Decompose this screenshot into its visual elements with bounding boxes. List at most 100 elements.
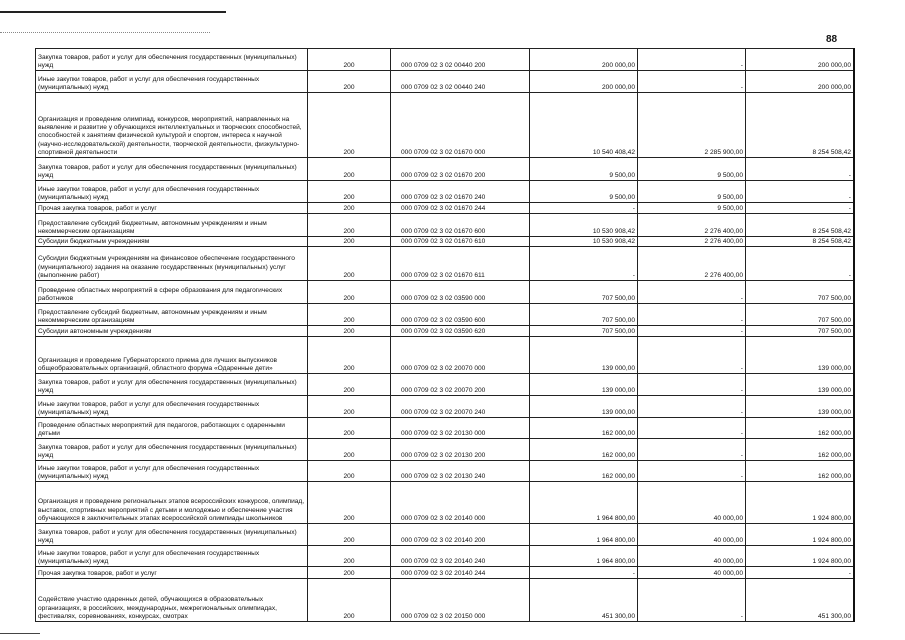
row-amount-2: -: [637, 373, 746, 396]
table-row: Иные закупки товаров, работ и услуг для …: [35, 70, 855, 93]
row-description: Субсидии бюджетным учреждениям на финанс…: [35, 246, 308, 281]
budget-table-body: Закупка товаров, работ и услуг для обесп…: [35, 48, 855, 622]
table-row: Субсидии автономным учреждениям 200 000 07…: [35, 325, 855, 337]
row-description: Организация и проведение олимпиад, конку…: [35, 92, 308, 158]
row-amount-3: 139 000,00: [745, 336, 855, 374]
row-description: Иные закупки товаров, работ и услуг для …: [35, 545, 308, 567]
row-amount-2: 9 500,00: [637, 202, 746, 214]
row-amount-1: 200 000,00: [529, 70, 638, 93]
row-amount-3: 1 924 800,00: [745, 481, 855, 524]
row-amount-3: 139 000,00: [745, 373, 855, 396]
row-description: Иные закупки товаров, работ и услуг для …: [35, 70, 308, 93]
row-column-2: 200: [307, 202, 391, 214]
table-row: Предоставление субсидий бюджетным, автон…: [35, 213, 855, 237]
row-amount-3: 162 000,00: [745, 438, 855, 461]
row-amount-3: -: [745, 566, 855, 579]
row-amount-3: 1 924 800,00: [745, 545, 855, 567]
row-column-2: 200: [307, 303, 391, 326]
row-budget-code: 000 0709 02 3 02 20140 240: [390, 545, 530, 567]
row-description: Закупка товаров, работ и услуг для обесп…: [35, 523, 308, 546]
row-amount-3: 200 000,00: [745, 70, 855, 93]
row-description: Субсидии бюджетным учреждениям: [35, 236, 308, 247]
row-budget-code: 000 0709 02 3 02 01670 610: [390, 236, 530, 247]
row-amount-2: 40 000,00: [637, 523, 746, 546]
row-column-2: 200: [307, 481, 391, 524]
row-amount-3: 8 254 508,42: [745, 92, 855, 158]
table-row: Иные закупки товаров, работ и услуг для …: [35, 460, 855, 482]
table-row: Содействие участию одаренных детей, обуч…: [35, 578, 855, 622]
table-row: Иные закупки товаров, работ и услуг для …: [35, 545, 855, 567]
table-row: Закупка товаров, работ и услуг для обесп…: [35, 373, 855, 396]
row-amount-3: 451 300,00: [745, 578, 855, 622]
table-row: Проведение областных мероприятий для пед…: [35, 417, 855, 439]
row-amount-1: 10 540 408,42: [529, 92, 638, 158]
table-row: Иные закупки товаров, работ и услуг для …: [35, 395, 855, 418]
row-amount-3: -: [745, 180, 855, 203]
table-row: Проведение областных мероприятий в сфере…: [35, 280, 855, 304]
row-amount-2: -: [637, 395, 746, 418]
row-amount-1: -: [529, 566, 638, 579]
row-amount-1: 139 000,00: [529, 336, 638, 374]
row-amount-3: 707 500,00: [745, 325, 855, 337]
row-amount-1: 162 000,00: [529, 417, 638, 439]
row-amount-1: 10 530 908,42: [529, 236, 638, 247]
row-column-2: 200: [307, 246, 391, 281]
row-column-2: 200: [307, 157, 391, 181]
row-column-2: 200: [307, 438, 391, 461]
row-column-2: 200: [307, 70, 391, 93]
row-amount-2: -: [637, 280, 746, 304]
row-column-2: 200: [307, 280, 391, 304]
row-amount-2: 40 000,00: [637, 566, 746, 579]
row-description: Организация и проведение региональных эт…: [35, 481, 308, 524]
row-amount-1: 451 300,00: [529, 578, 638, 622]
row-column-2: 200: [307, 325, 391, 337]
row-budget-code: 000 0709 02 3 02 01670 611: [390, 246, 530, 281]
row-column-2: 200: [307, 213, 391, 237]
row-amount-2: 9 500,00: [637, 180, 746, 203]
table-row: Организация и проведение региональных эт…: [35, 481, 855, 524]
row-amount-1: 707 500,00: [529, 280, 638, 304]
row-amount-2: 40 000,00: [637, 545, 746, 567]
row-description: Прочая закупка товаров, работ и услуг: [35, 566, 308, 579]
row-amount-1: 200 000,00: [529, 48, 638, 71]
row-budget-code: 000 0709 02 3 02 20130 000: [390, 417, 530, 439]
row-column-2: 200: [307, 180, 391, 203]
row-column-2: 200: [307, 48, 391, 71]
row-amount-1: 9 500,00: [529, 157, 638, 181]
row-amount-1: 1 964 800,00: [529, 523, 638, 546]
row-amount-2: -: [637, 438, 746, 461]
row-amount-2: -: [637, 70, 746, 93]
row-amount-1: -: [529, 246, 638, 281]
row-column-2: 200: [307, 417, 391, 439]
row-column-2: 200: [307, 92, 391, 158]
row-amount-3: 1 924 800,00: [745, 523, 855, 546]
row-amount-3: -: [745, 202, 855, 214]
row-amount-3: 707 500,00: [745, 303, 855, 326]
row-budget-code: 000 0709 02 3 02 03590 600: [390, 303, 530, 326]
row-amount-1: 162 000,00: [529, 438, 638, 461]
row-description: Предоставление субсидий бюджетным, автон…: [35, 213, 308, 237]
row-budget-code: 000 0709 02 3 02 01670 240: [390, 180, 530, 203]
row-amount-1: 707 500,00: [529, 303, 638, 326]
table-row: Закупка товаров, работ и услуг для обесп…: [35, 523, 855, 546]
row-amount-3: 162 000,00: [745, 460, 855, 482]
row-column-2: 200: [307, 545, 391, 567]
table-row: Иные закупки товаров, работ и услуг для …: [35, 180, 855, 203]
row-amount-2: -: [637, 460, 746, 482]
row-budget-code: 000 0709 02 3 02 20140 244: [390, 566, 530, 579]
row-amount-2: 2 285 900,00: [637, 92, 746, 158]
row-amount-1: 9 500,00: [529, 180, 638, 203]
budget-table: Закупка товаров, работ и услуг для обесп…: [35, 48, 855, 622]
page-number: 88: [826, 34, 838, 45]
row-amount-3: 8 254 508,42: [745, 236, 855, 247]
row-description: Закупка товаров, работ и услуг для обесп…: [35, 157, 308, 181]
row-budget-code: 000 0709 02 3 02 00440 200: [390, 48, 530, 71]
row-description: Предоставление субсидий бюджетным, автон…: [35, 303, 308, 326]
row-amount-3: -: [745, 246, 855, 281]
row-amount-1: 1 964 800,00: [529, 545, 638, 567]
row-budget-code: 000 0709 02 3 02 03590 000: [390, 280, 530, 304]
row-budget-code: 000 0709 02 3 02 01670 244: [390, 202, 530, 214]
row-amount-1: 162 000,00: [529, 460, 638, 482]
row-amount-2: -: [637, 578, 746, 622]
row-budget-code: 000 0709 02 3 02 03590 620: [390, 325, 530, 337]
